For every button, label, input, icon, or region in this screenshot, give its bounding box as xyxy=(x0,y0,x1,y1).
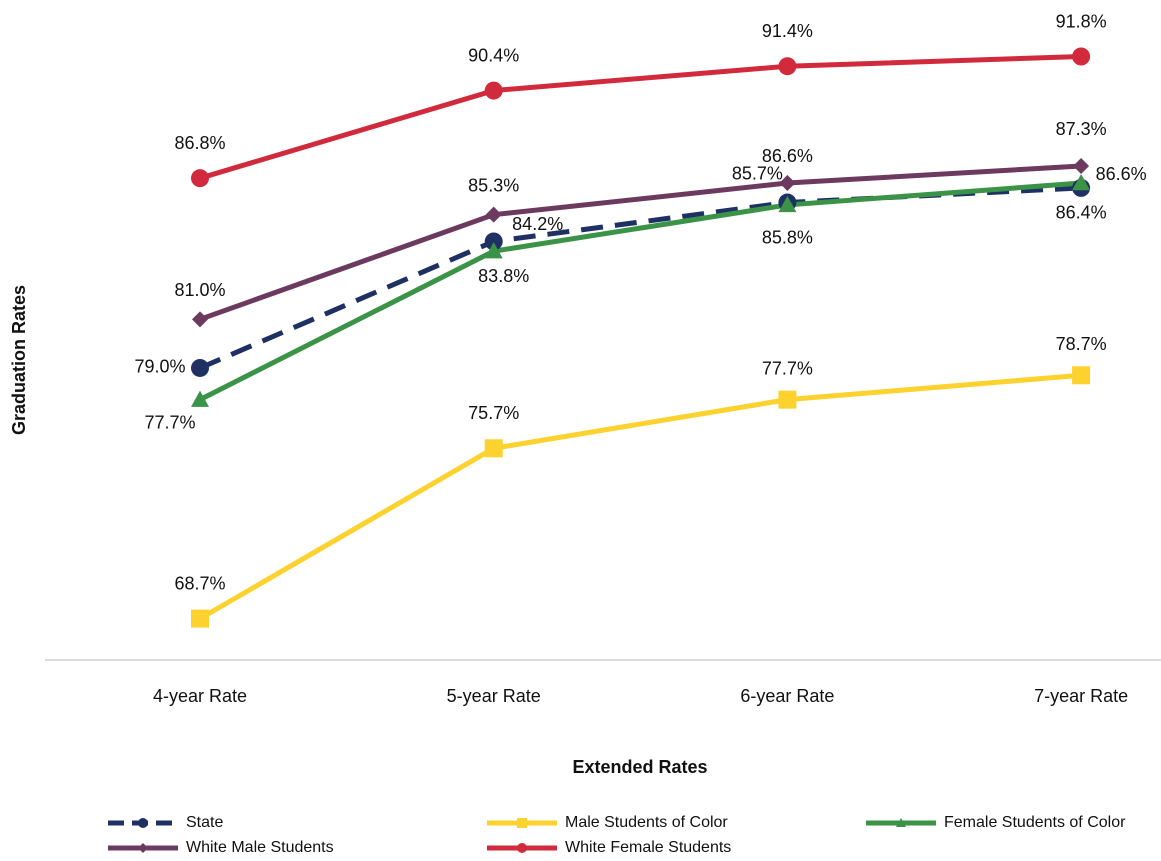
legend-label: White Female Students xyxy=(565,839,731,856)
data-label: 68.7% xyxy=(174,573,225,593)
data-label: 78.7% xyxy=(1056,334,1107,354)
y-axis-title: Graduation Rates xyxy=(9,285,29,435)
data-point xyxy=(778,195,797,213)
data-point xyxy=(191,169,209,188)
data-point xyxy=(191,358,209,377)
series-line xyxy=(199,163,1082,322)
data-label: 85.8% xyxy=(762,227,813,247)
data-label: 83.8% xyxy=(478,266,529,286)
data-label: 85.7% xyxy=(732,164,783,184)
data-label: 77.7% xyxy=(144,412,195,432)
data-point xyxy=(1072,47,1091,66)
data-point xyxy=(778,390,797,409)
legend-marker xyxy=(896,818,906,827)
data-label: 81.0% xyxy=(174,280,225,300)
data-point xyxy=(485,206,502,223)
data-label: 79.0% xyxy=(134,357,185,377)
x-tick-label: 4-year Rate xyxy=(153,686,247,706)
data-label: 86.6% xyxy=(762,146,813,166)
x-tick-label: 7-year Rate xyxy=(1034,686,1128,706)
data-label: 90.4% xyxy=(468,45,519,65)
data-point xyxy=(1072,366,1091,385)
data-label: 75.7% xyxy=(468,403,519,423)
data-point xyxy=(779,175,796,192)
series-line xyxy=(198,372,1082,621)
data-point xyxy=(484,242,503,259)
legend-marker xyxy=(517,843,527,853)
data-label: 86.8% xyxy=(174,133,225,153)
series-line xyxy=(199,185,1082,371)
series-line xyxy=(198,180,1082,402)
data-label: 85.3% xyxy=(468,175,519,195)
data-point xyxy=(484,232,503,251)
data-point xyxy=(192,311,208,328)
series-line xyxy=(199,54,1082,181)
data-point xyxy=(191,609,209,628)
data-label: 77.7% xyxy=(762,358,813,378)
legend-marker xyxy=(138,818,148,828)
data-label: 86.4% xyxy=(1056,203,1107,223)
legend-label: White Male Students xyxy=(186,839,334,856)
data-point xyxy=(484,439,503,458)
x-axis-title: Extended Rates xyxy=(572,757,707,777)
data-label: 84.2% xyxy=(512,214,563,234)
data-point xyxy=(1073,158,1090,175)
data-label: 91.8% xyxy=(1056,11,1107,31)
legend-label: Female Students of Color xyxy=(944,814,1126,831)
data-label: 87.3% xyxy=(1056,119,1107,139)
legend-label: State xyxy=(186,814,223,831)
data-point xyxy=(191,390,209,407)
x-tick-label: 5-year Rate xyxy=(447,686,541,706)
data-point xyxy=(484,81,503,100)
data-label: 91.4% xyxy=(762,21,813,41)
legend-marker xyxy=(517,818,527,828)
data-point xyxy=(1072,174,1091,191)
data-point xyxy=(778,57,797,76)
legend-label: Male Students of Color xyxy=(565,814,728,831)
data-label: 86.6% xyxy=(1096,164,1147,184)
x-tick-label: 6-year Rate xyxy=(740,686,834,706)
legend-marker xyxy=(138,843,148,853)
